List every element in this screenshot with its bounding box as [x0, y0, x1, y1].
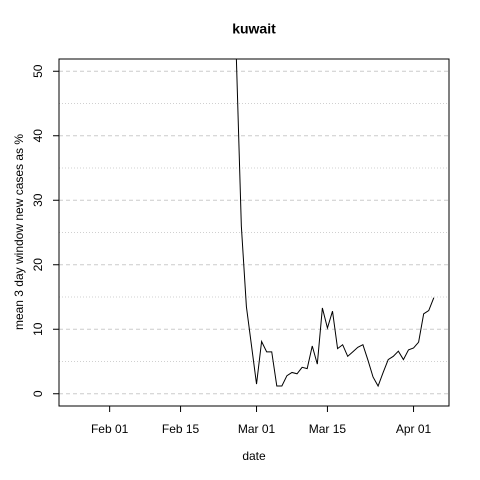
y-tick-label: 40	[31, 129, 45, 143]
x-tick-label: Feb 01	[91, 422, 129, 436]
y-tick-label: 50	[31, 64, 45, 78]
chart-title: kuwait	[232, 21, 276, 37]
x-axis-label: date	[242, 449, 266, 463]
x-tick-label: Apr 01	[396, 422, 432, 436]
data-line	[235, 59, 435, 388]
y-tick-label: 20	[31, 258, 45, 272]
y-tick-label: 30	[31, 193, 45, 207]
y-tick-label: 0	[31, 390, 45, 397]
x-tick-label: Feb 15	[162, 422, 200, 436]
y-tick-label: 10	[31, 322, 45, 336]
plot-frame	[58, 58, 450, 407]
y-axis-label: mean 3 day window new cases as %	[12, 134, 26, 330]
x-tick-label: Mar 15	[309, 422, 347, 436]
x-tick-label: Mar 01	[238, 422, 276, 436]
